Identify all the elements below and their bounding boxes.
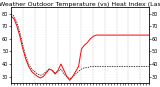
Title: Milwaukee Weather Outdoor Temperature (vs) Heat Index (Last 24 Hours): Milwaukee Weather Outdoor Temperature (v… — [0, 2, 160, 7]
